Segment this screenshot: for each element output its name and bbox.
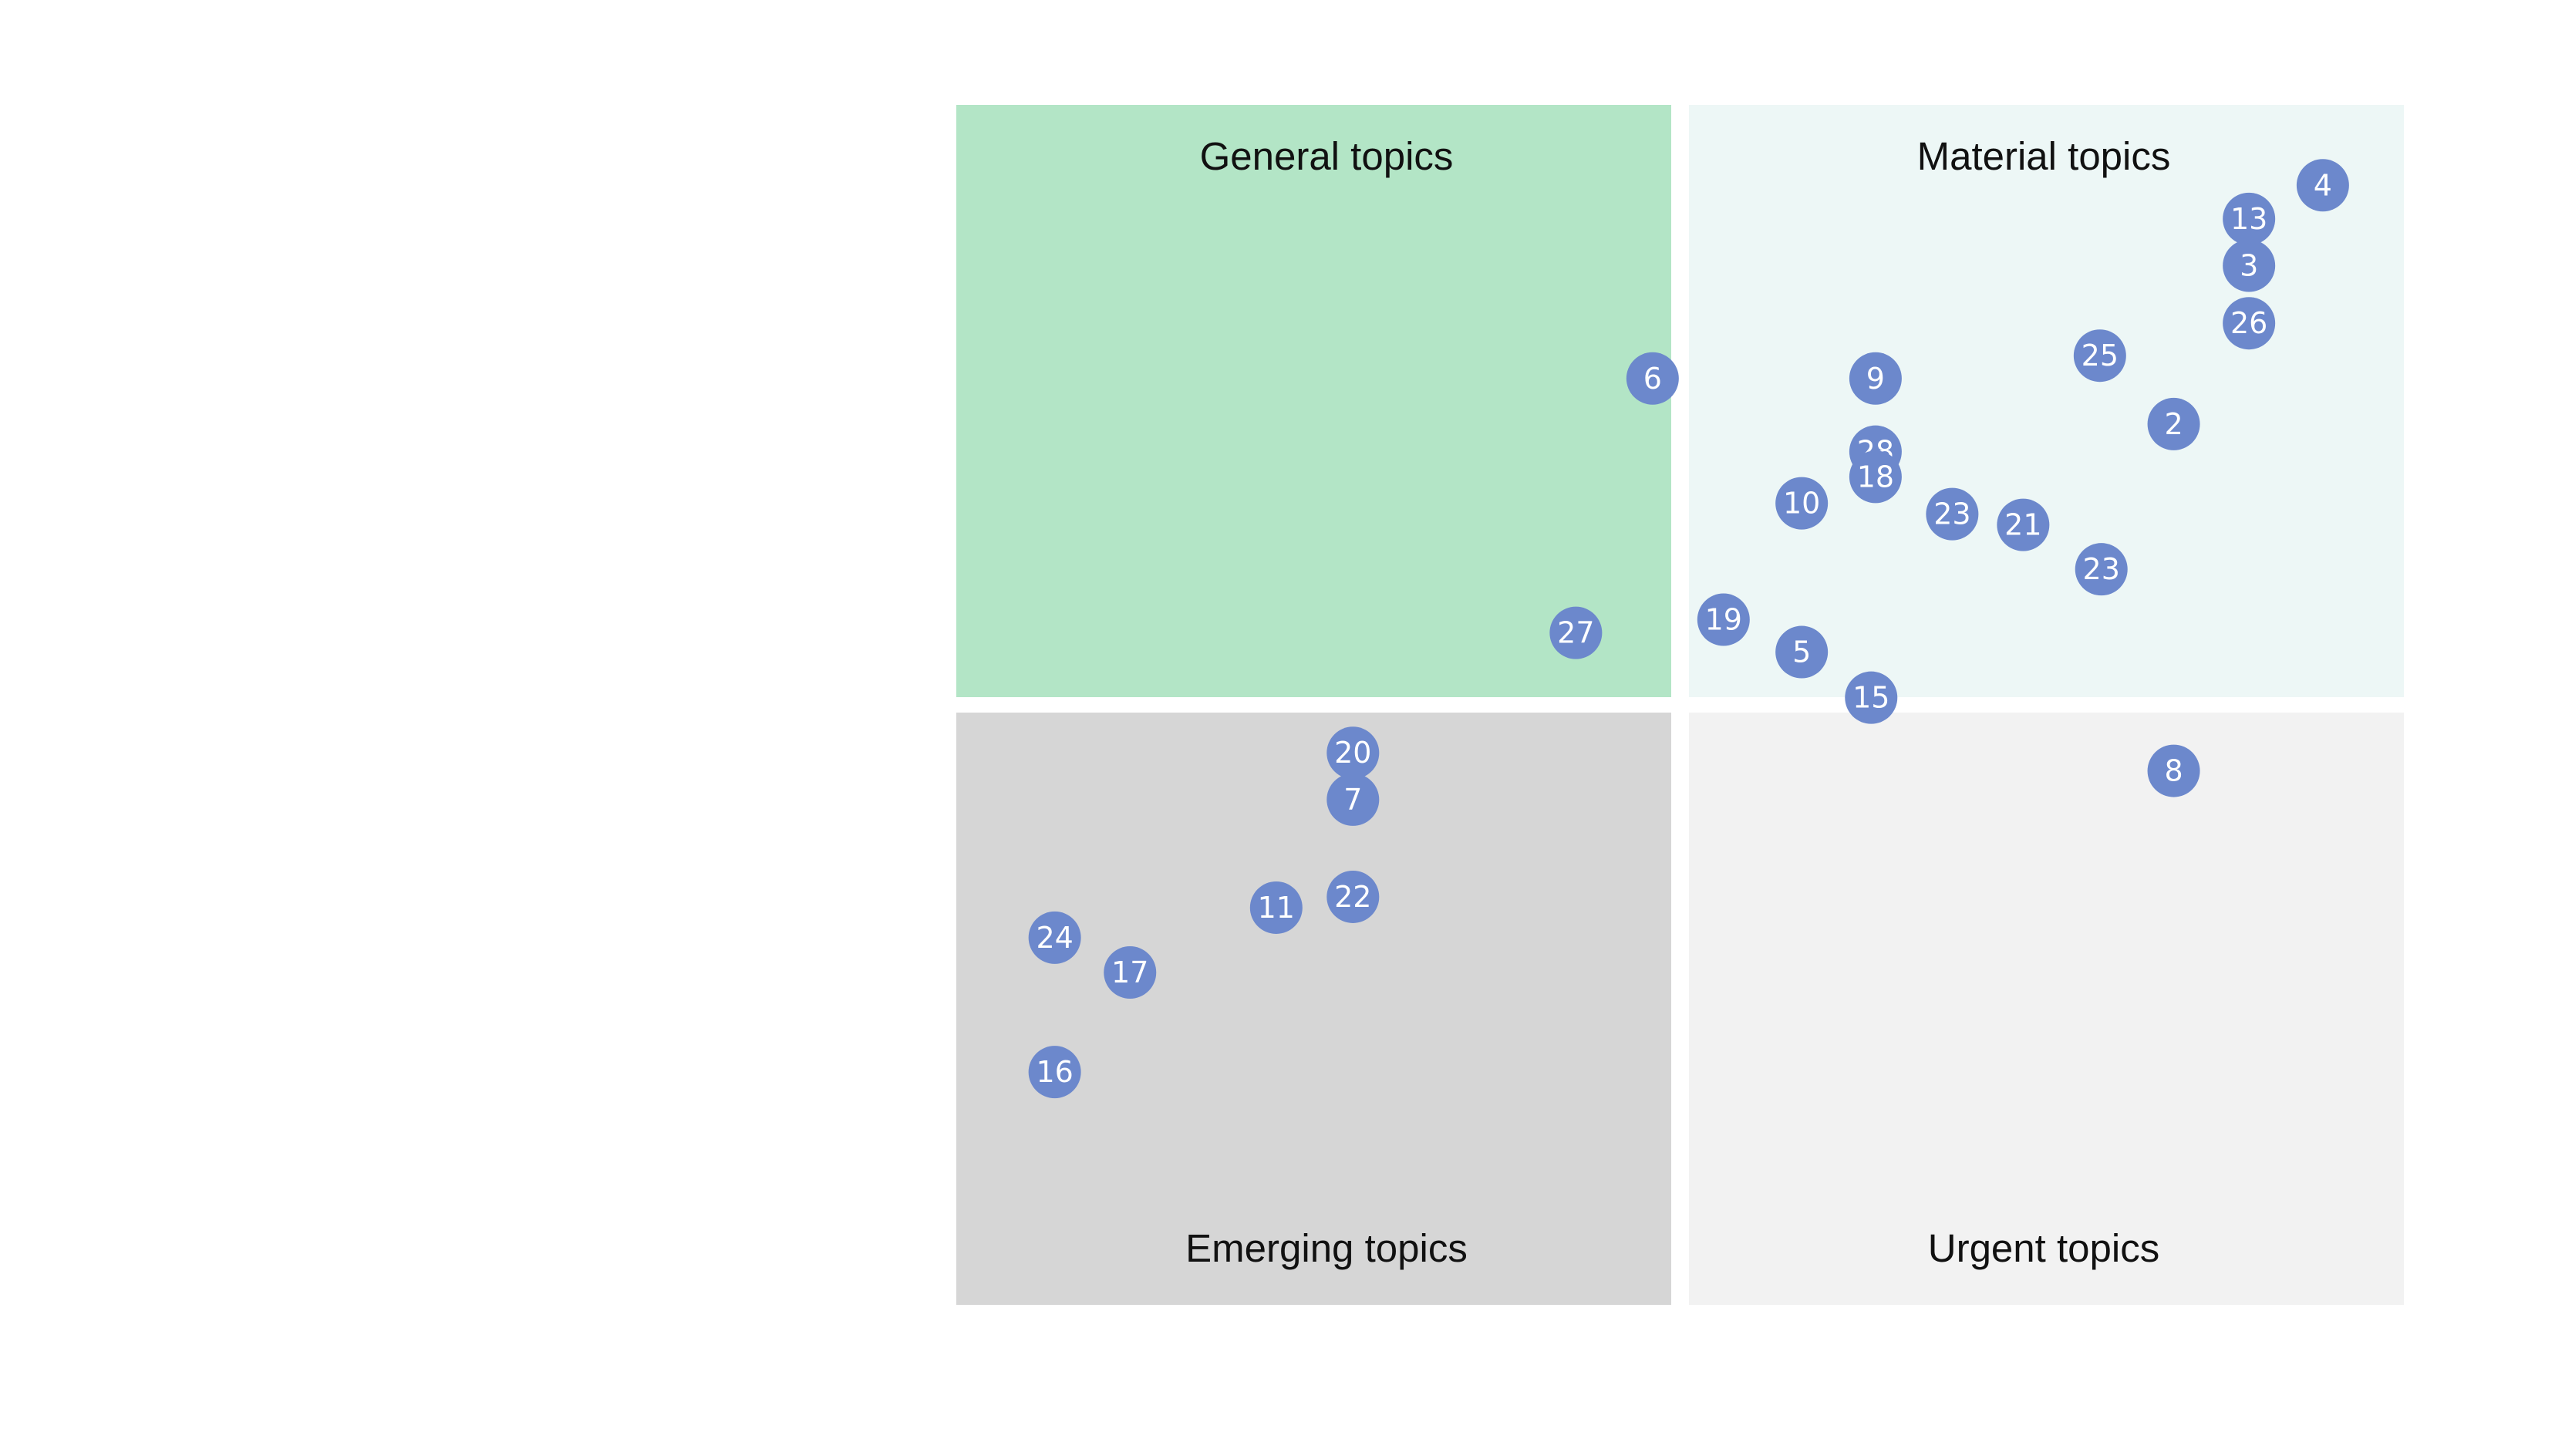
quadrant-urgent <box>1689 713 2404 1305</box>
topic-point-marker <box>1849 352 1902 405</box>
topic-point-25: 25 <box>2073 329 2126 383</box>
topic-point-marker <box>1028 911 1081 964</box>
topic-point-10: 10 <box>1775 477 1829 530</box>
topic-point-13: 13 <box>2223 192 2276 245</box>
quadrant-material <box>1689 105 2404 697</box>
topic-point-marker <box>2073 329 2126 383</box>
topic-point-16: 16 <box>1028 1046 1081 1099</box>
topic-point-label: 22 <box>1334 880 1371 914</box>
topic-point-6: 6 <box>1626 352 1679 405</box>
topic-point-27: 27 <box>1549 606 1603 659</box>
topic-point-24: 24 <box>1028 911 1081 964</box>
topic-point-marker <box>2223 297 2276 350</box>
topic-point-marker <box>2223 239 2276 292</box>
topic-point-marker <box>1028 1046 1081 1099</box>
topic-point-label: 23 <box>1933 497 1970 531</box>
topic-point-18: 18 <box>1849 450 1902 504</box>
topic-point-label: 27 <box>1557 616 1594 650</box>
quadrant-emerging <box>956 713 1671 1305</box>
topic-point-22: 22 <box>1326 870 1380 923</box>
topic-point-marker <box>2075 543 2128 596</box>
topic-point-marker <box>1845 671 1898 724</box>
topic-point-marker <box>2147 397 2200 450</box>
topic-point-marker <box>1326 870 1380 923</box>
topic-point-label: 23 <box>2083 552 2120 586</box>
topic-point-marker <box>1626 352 1679 405</box>
topic-point-21: 21 <box>1997 498 2050 551</box>
topic-point-marker <box>1549 606 1603 659</box>
topic-point-label: 8 <box>2164 754 2183 788</box>
topic-point-marker <box>1997 498 2050 551</box>
topic-point-label: 2 <box>2164 407 2183 441</box>
topic-point-marker <box>1326 773 1380 826</box>
quadrant-layer: General topics Material topics Emerging … <box>956 105 2404 1305</box>
topic-point-label: 6 <box>1643 362 1662 396</box>
topic-point-marker <box>1326 726 1380 780</box>
topic-point-label: 10 <box>1783 487 1820 521</box>
topic-point-marker <box>1849 450 1902 504</box>
quadrant-general <box>956 105 1671 697</box>
topic-point-marker <box>1775 625 1829 679</box>
topic-point-17: 17 <box>1104 945 1157 999</box>
topic-point-23: 23 <box>1926 487 1979 541</box>
topic-point-15: 15 <box>1845 671 1898 724</box>
topic-point-marker <box>2147 744 2200 797</box>
topic-point-2: 2 <box>2147 397 2200 450</box>
topic-point-label: 5 <box>1792 635 1811 669</box>
topic-point-label: 19 <box>1705 603 1742 637</box>
quadrant-label-material: Material topics <box>1917 134 2171 178</box>
quadrant-label-general: General topics <box>1200 134 1454 178</box>
topic-point-label: 3 <box>2240 249 2258 283</box>
topic-point-marker <box>1104 945 1157 999</box>
topic-point-label: 20 <box>1334 736 1371 770</box>
topic-point-11: 11 <box>1249 881 1303 934</box>
topic-point-label: 4 <box>2314 168 2332 202</box>
topic-point-label: 21 <box>2004 508 2041 542</box>
topic-point-label: 11 <box>1258 891 1295 925</box>
topic-point-marker <box>1697 593 1750 646</box>
topic-point-20: 20 <box>1326 726 1380 780</box>
topic-point-5: 5 <box>1775 625 1829 679</box>
topic-point-19: 19 <box>1697 593 1750 646</box>
topic-point-label: 15 <box>1852 681 1889 715</box>
topic-point-8: 8 <box>2147 744 2200 797</box>
topic-point-4: 4 <box>2296 159 2349 212</box>
topic-point-label: 24 <box>1036 921 1073 955</box>
topic-point-label: 9 <box>1866 362 1885 396</box>
topic-point-marker <box>1926 487 1979 541</box>
topic-point-23: 23 <box>2075 543 2128 596</box>
topic-point-label: 16 <box>1036 1055 1073 1089</box>
topic-point-label: 17 <box>1111 956 1148 989</box>
topic-point-marker <box>1249 881 1303 934</box>
topic-point-label: 26 <box>2230 306 2267 340</box>
points-layer: 4133262596228181023212319275158207221124… <box>1028 159 2349 1099</box>
topic-point-label: 25 <box>2082 339 2119 372</box>
topic-point-9: 9 <box>1849 352 1902 405</box>
topic-point-26: 26 <box>2223 297 2276 350</box>
topic-point-label: 13 <box>2230 202 2267 236</box>
topic-point-marker <box>1775 477 1829 530</box>
topic-point-3: 3 <box>2223 239 2276 292</box>
topic-point-label: 18 <box>1857 460 1894 494</box>
topic-point-label: 7 <box>1343 783 1362 817</box>
topic-point-7: 7 <box>1326 773 1380 826</box>
topic-point-marker <box>2296 159 2349 212</box>
topic-point-marker <box>2223 192 2276 245</box>
quadrant-label-urgent: Urgent topics <box>1928 1226 2159 1270</box>
quadrant-label-emerging: Emerging topics <box>1185 1226 1468 1270</box>
